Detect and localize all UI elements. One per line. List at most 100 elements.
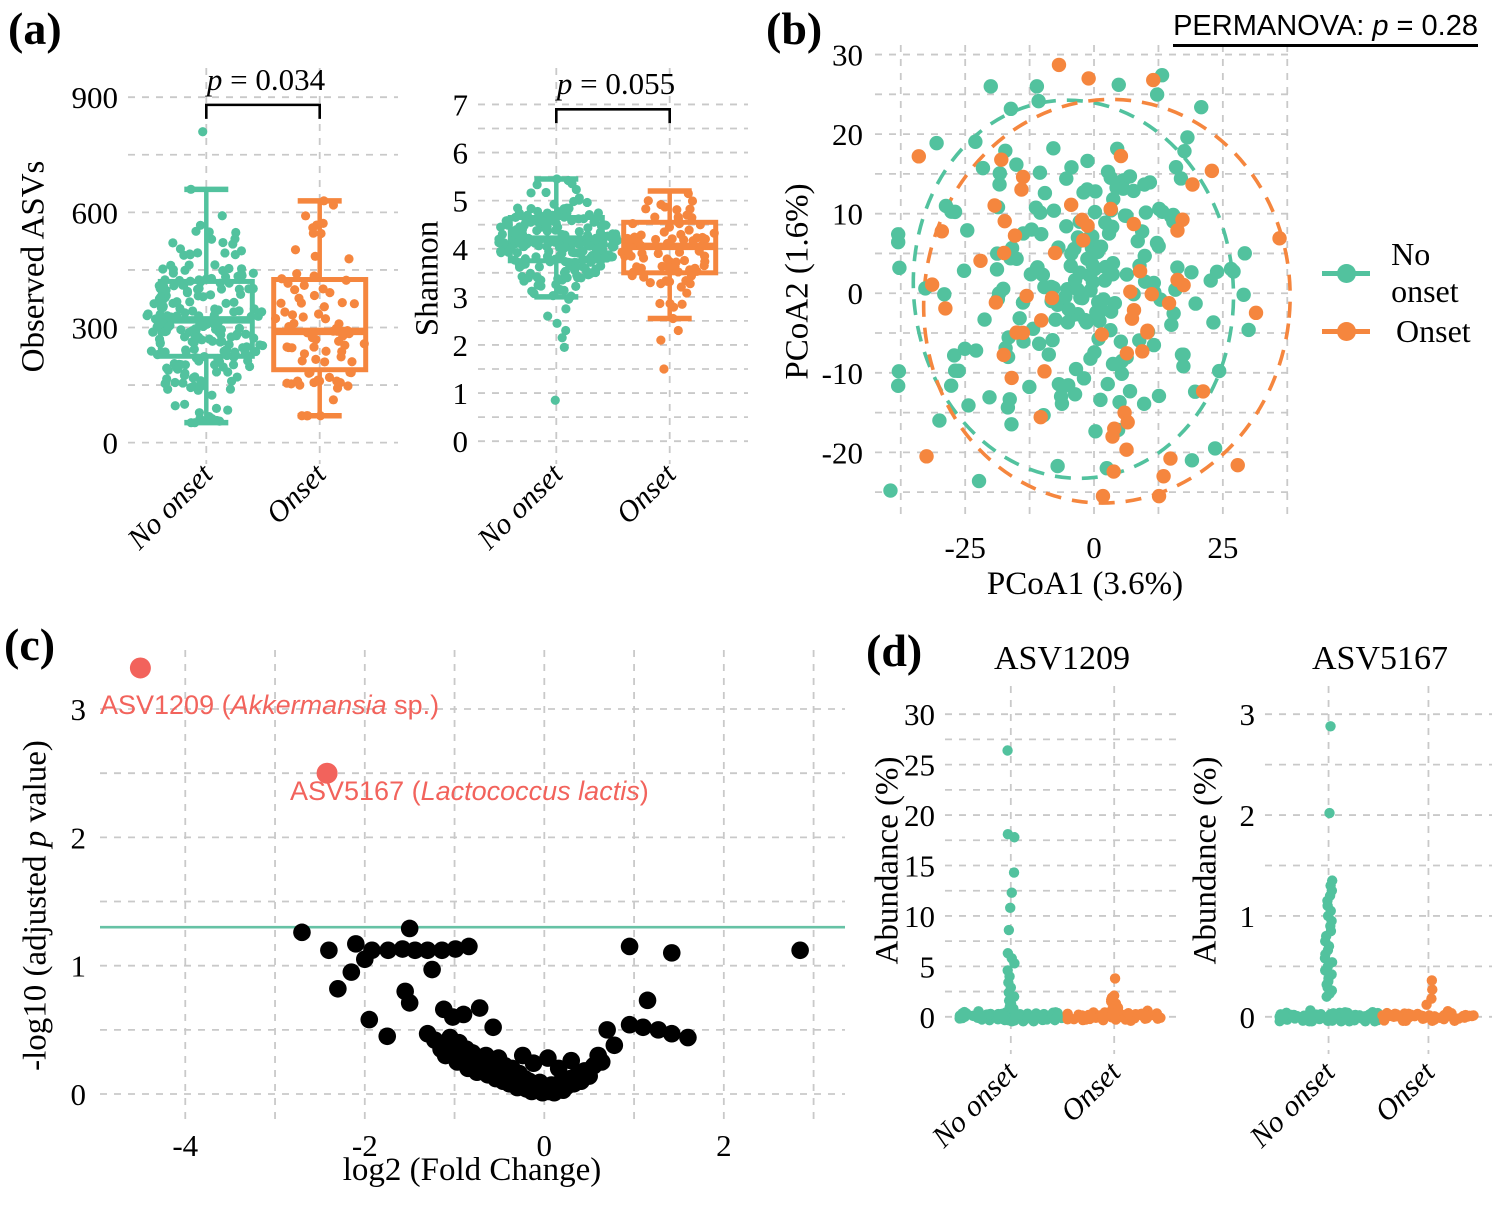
data-point bbox=[238, 343, 248, 353]
data-point bbox=[662, 254, 672, 264]
data-point bbox=[321, 346, 331, 356]
data-point bbox=[344, 254, 354, 264]
tick-label: 10 bbox=[904, 899, 935, 934]
data-point bbox=[976, 1010, 988, 1022]
data-point bbox=[1126, 216, 1142, 232]
data-point bbox=[228, 239, 238, 249]
data-point bbox=[284, 342, 294, 353]
data-point bbox=[1105, 429, 1120, 444]
data-point bbox=[1002, 745, 1013, 756]
data-point bbox=[230, 350, 241, 360]
data-point bbox=[320, 314, 331, 324]
legend-label-no-onset: No onset bbox=[1391, 236, 1459, 309]
data-point bbox=[1037, 185, 1053, 201]
data-point bbox=[328, 200, 339, 210]
data-point bbox=[932, 413, 947, 428]
permanova-underlined-text: PERMANOVA: p = 0.28 bbox=[1173, 10, 1478, 47]
data-point bbox=[176, 325, 186, 335]
data-point bbox=[951, 363, 966, 379]
data-point bbox=[579, 214, 589, 224]
data-point bbox=[548, 291, 558, 301]
data-point bbox=[709, 228, 719, 238]
jitter-points bbox=[617, 188, 719, 374]
data-point bbox=[249, 304, 259, 314]
data-point bbox=[1100, 376, 1115, 392]
data-point bbox=[293, 923, 311, 942]
data-point bbox=[186, 418, 196, 428]
data-point bbox=[315, 411, 326, 421]
data-point bbox=[359, 339, 369, 349]
tick-label: 0 bbox=[103, 426, 119, 461]
data-point bbox=[1087, 345, 1102, 360]
data-point bbox=[156, 317, 166, 328]
data-point bbox=[514, 262, 525, 272]
data-point bbox=[313, 375, 323, 385]
data-point bbox=[251, 346, 261, 357]
data-point bbox=[1079, 315, 1094, 330]
data-point bbox=[1426, 975, 1438, 986]
data-point bbox=[1122, 384, 1138, 399]
data-point bbox=[189, 344, 199, 354]
data-point bbox=[309, 290, 320, 301]
data-point bbox=[513, 203, 523, 213]
data-point bbox=[1120, 415, 1135, 430]
data-point bbox=[196, 381, 206, 391]
data-point bbox=[170, 377, 180, 388]
data-point bbox=[190, 332, 201, 342]
data-point bbox=[1188, 296, 1203, 311]
data-point bbox=[1184, 265, 1199, 280]
data-point bbox=[503, 247, 514, 257]
data-point bbox=[571, 281, 581, 291]
data-point bbox=[179, 370, 190, 381]
data-point bbox=[685, 279, 695, 289]
data-point bbox=[255, 340, 265, 350]
data-point bbox=[569, 196, 579, 207]
data-point bbox=[531, 235, 542, 245]
data-point bbox=[592, 1053, 611, 1071]
data-point bbox=[1097, 1014, 1108, 1025]
data-point bbox=[185, 297, 195, 307]
outlier-point bbox=[656, 335, 666, 345]
data-point bbox=[328, 395, 338, 405]
data-point bbox=[620, 937, 639, 956]
data-point bbox=[585, 241, 595, 251]
jitter-points bbox=[270, 196, 369, 421]
asv5167-subplot-title: ASV5167 bbox=[1311, 640, 1449, 677]
panel-d-chart: 0 5 10 15 20 25 30 No onset Onset 0 1 2 3 No onset Ons… bbox=[904, 686, 1492, 1154]
category-tick-label: No onset bbox=[925, 1055, 1024, 1154]
data-point bbox=[1298, 1010, 1310, 1021]
data-point bbox=[219, 346, 229, 356]
data-point bbox=[185, 249, 195, 259]
tick-label: 1 bbox=[453, 376, 469, 411]
data-point bbox=[929, 135, 944, 151]
data-point bbox=[181, 345, 191, 355]
data-point bbox=[1230, 458, 1245, 473]
data-point bbox=[324, 372, 335, 382]
shannon-axis-label: Shannon bbox=[409, 220, 446, 337]
data-point bbox=[1170, 223, 1185, 238]
data-point bbox=[924, 277, 940, 292]
data-point bbox=[191, 226, 201, 236]
data-point bbox=[1176, 359, 1191, 374]
data-point bbox=[1047, 245, 1063, 261]
data-point bbox=[956, 263, 972, 278]
data-point bbox=[1031, 336, 1047, 351]
data-point bbox=[1391, 1011, 1403, 1022]
tick-label: 7 bbox=[453, 87, 469, 122]
category-tick-label: No onset bbox=[1243, 1055, 1342, 1154]
significance-bracket bbox=[205, 103, 321, 119]
data-point bbox=[664, 263, 674, 273]
gridlines bbox=[1265, 686, 1492, 1054]
data-point bbox=[1236, 287, 1251, 302]
subplot-asv5167: 0 1 2 3 No onset Onset bbox=[1240, 686, 1492, 1154]
data-point bbox=[1438, 1013, 1450, 1025]
data-point bbox=[1226, 264, 1241, 279]
data-point bbox=[1105, 255, 1121, 271]
data-point bbox=[791, 941, 809, 960]
data-point bbox=[992, 177, 1007, 192]
data-point bbox=[194, 356, 204, 366]
data-point bbox=[1059, 219, 1074, 234]
panel-c-letter: (c) bbox=[4, 619, 56, 670]
data-point bbox=[1051, 57, 1067, 73]
legend-label-onset: Onset bbox=[1396, 312, 1471, 349]
